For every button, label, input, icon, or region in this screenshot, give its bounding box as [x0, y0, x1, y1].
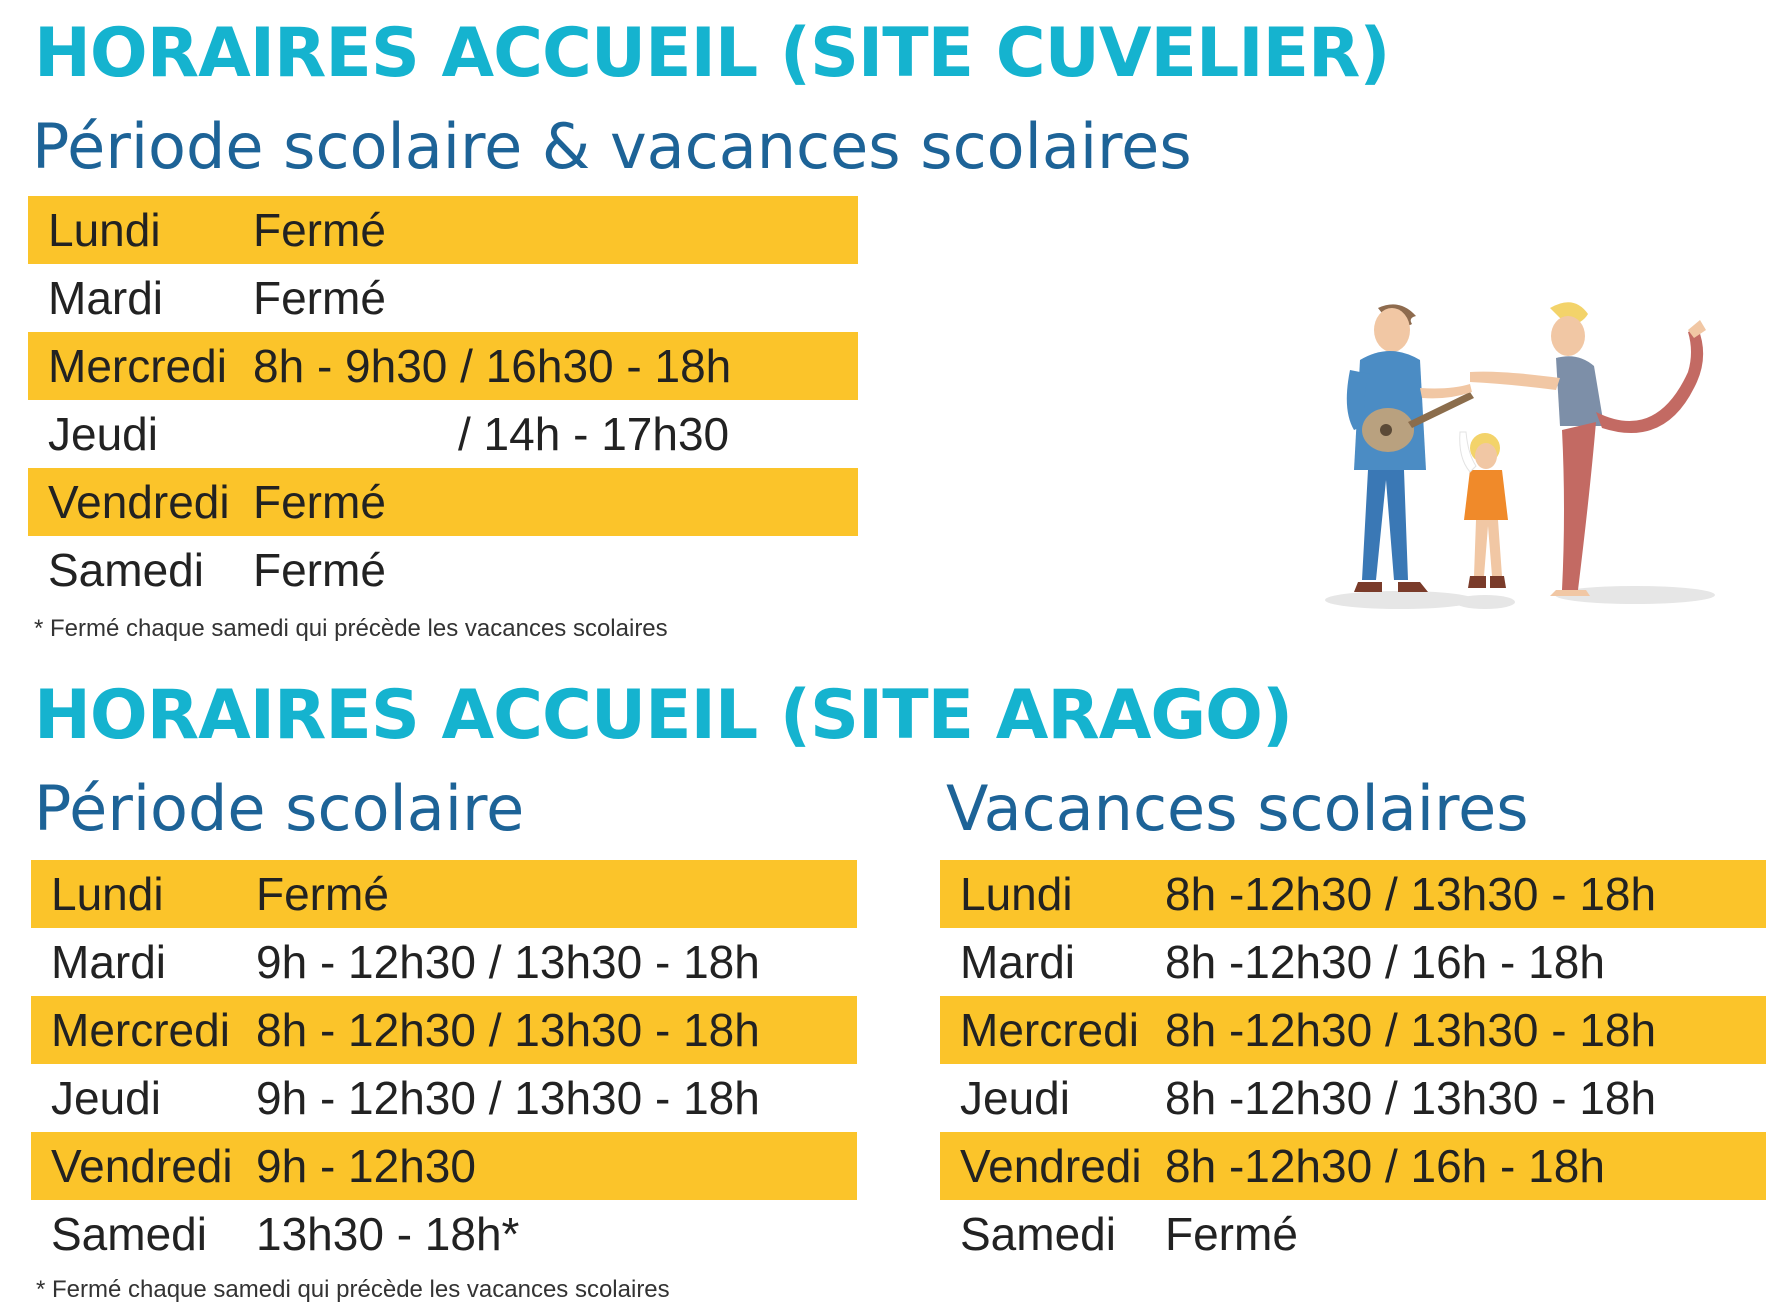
- woman-yoga-icon: [1470, 302, 1706, 596]
- day-label: Mardi: [48, 272, 164, 324]
- hours-value: Fermé: [256, 868, 389, 920]
- child-icon: [1459, 431, 1508, 588]
- family-music-yoga-illustration: [1325, 302, 1715, 609]
- cuvelier-title: HORAIRES ACCUEIL (SITE CUVELIER): [34, 14, 1390, 93]
- hours-value: 8h -12h30 / 13h30 - 18h: [1165, 1004, 1657, 1056]
- table-row: Lundi Fermé: [31, 860, 857, 928]
- table-row: Jeudi 9h - 12h30 / 13h30 - 18h: [31, 1064, 857, 1132]
- hours-value: Fermé: [253, 476, 386, 528]
- table-row: Mardi Fermé: [28, 264, 858, 332]
- table-row: Mercredi 8h -12h30 / 13h30 - 18h: [940, 996, 1766, 1064]
- day-label: Mardi: [960, 936, 1076, 988]
- table-row: Mercredi 8h - 12h30 / 13h30 - 18h: [31, 996, 857, 1064]
- hours-value: Fermé: [253, 272, 386, 324]
- arago-holidays-schedule-table: Lundi 8h -12h30 / 13h30 - 18h Mardi 8h -12…: [940, 860, 1766, 1268]
- day-label: Jeudi: [51, 1072, 161, 1124]
- hours-value: 13h30 - 18h*: [256, 1208, 520, 1260]
- table-row: Vendredi 8h -12h30 / 16h - 18h: [940, 1132, 1766, 1200]
- hours-value: 9h - 12h30 / 13h30 - 18h: [256, 936, 760, 988]
- table-row: Jeudi 8h -12h30 / 13h30 - 18h: [940, 1064, 1766, 1132]
- cuvelier-footnote: * Fermé chaque samedi qui précède les va…: [34, 615, 668, 642]
- hours-value: 8h - 12h30 / 13h30 - 18h: [256, 1004, 760, 1056]
- hours-value: 8h - 9h30 / 16h30 - 18h: [253, 340, 732, 392]
- table-row: Samedi Fermé: [940, 1200, 1766, 1268]
- hours-value: 9h - 12h30 / 13h30 - 18h: [256, 1072, 760, 1124]
- day-label: Samedi: [960, 1208, 1116, 1260]
- table-row: Jeudi / 14h - 17h30: [28, 400, 858, 468]
- table-row: Samedi Fermé: [28, 536, 858, 604]
- day-label: Vendredi: [51, 1140, 233, 1192]
- day-label: Vendredi: [960, 1140, 1142, 1192]
- day-label: Samedi: [51, 1208, 207, 1260]
- day-label: Mercredi: [48, 340, 227, 392]
- day-label: Mardi: [51, 936, 167, 988]
- cuvelier-subtitle: Période scolaire & vacances scolaires: [32, 110, 1192, 183]
- day-label: Lundi: [960, 868, 1073, 920]
- arago-title: HORAIRES ACCUEIL (SITE ARAGO): [34, 676, 1293, 755]
- hours-value: 8h -12h30 / 13h30 - 18h: [1165, 1072, 1657, 1124]
- hours-value: / 14h - 17h30: [458, 408, 730, 460]
- arago-footnote: * Fermé chaque samedi qui précède les va…: [36, 1276, 670, 1303]
- day-label: Vendredi: [48, 476, 230, 528]
- ground-shadow-icon: [1325, 586, 1715, 609]
- day-label: Lundi: [51, 868, 164, 920]
- day-label: Mercredi: [51, 1004, 230, 1056]
- table-row: Mardi 9h - 12h30 / 13h30 - 18h: [31, 928, 857, 996]
- hours-value: Fermé: [253, 204, 386, 256]
- day-label: Jeudi: [48, 408, 158, 460]
- arago-holidays-subtitle: Vacances scolaires: [946, 772, 1529, 845]
- table-row: Mardi 8h -12h30 / 16h - 18h: [940, 928, 1766, 996]
- table-row: Samedi 13h30 - 18h*: [31, 1200, 857, 1268]
- table-row: Vendredi Fermé: [28, 468, 858, 536]
- cuvelier-schedule-table: Lundi Fermé Mardi Fermé Mercredi 8h - 9h30 …: [28, 196, 858, 604]
- table-row: Lundi 8h -12h30 / 13h30 - 18h: [940, 860, 1766, 928]
- hours-value: 9h - 12h30: [256, 1140, 476, 1192]
- man-with-guitar-icon: [1346, 304, 1474, 592]
- arago-school-subtitle: Période scolaire: [34, 772, 525, 845]
- hours-value: Fermé: [253, 544, 386, 596]
- hours-value: Fermé: [1165, 1208, 1298, 1260]
- day-label: Samedi: [48, 544, 204, 596]
- hours-value: 8h -12h30 / 16h - 18h: [1165, 936, 1605, 988]
- table-row: Vendredi 9h - 12h30: [31, 1132, 857, 1200]
- day-label: Jeudi: [960, 1072, 1070, 1124]
- table-row: Lundi Fermé: [28, 196, 858, 264]
- arago-school-schedule-table: Lundi Fermé Mardi 9h - 12h30 / 13h30 - 18h…: [31, 860, 857, 1268]
- hours-value: 8h -12h30 / 13h30 - 18h: [1165, 868, 1657, 920]
- table-row: Mercredi 8h - 9h30 / 16h30 - 18h: [28, 332, 858, 400]
- hours-value: 8h -12h30 / 16h - 18h: [1165, 1140, 1605, 1192]
- day-label: Lundi: [48, 204, 161, 256]
- day-label: Mercredi: [960, 1004, 1139, 1056]
